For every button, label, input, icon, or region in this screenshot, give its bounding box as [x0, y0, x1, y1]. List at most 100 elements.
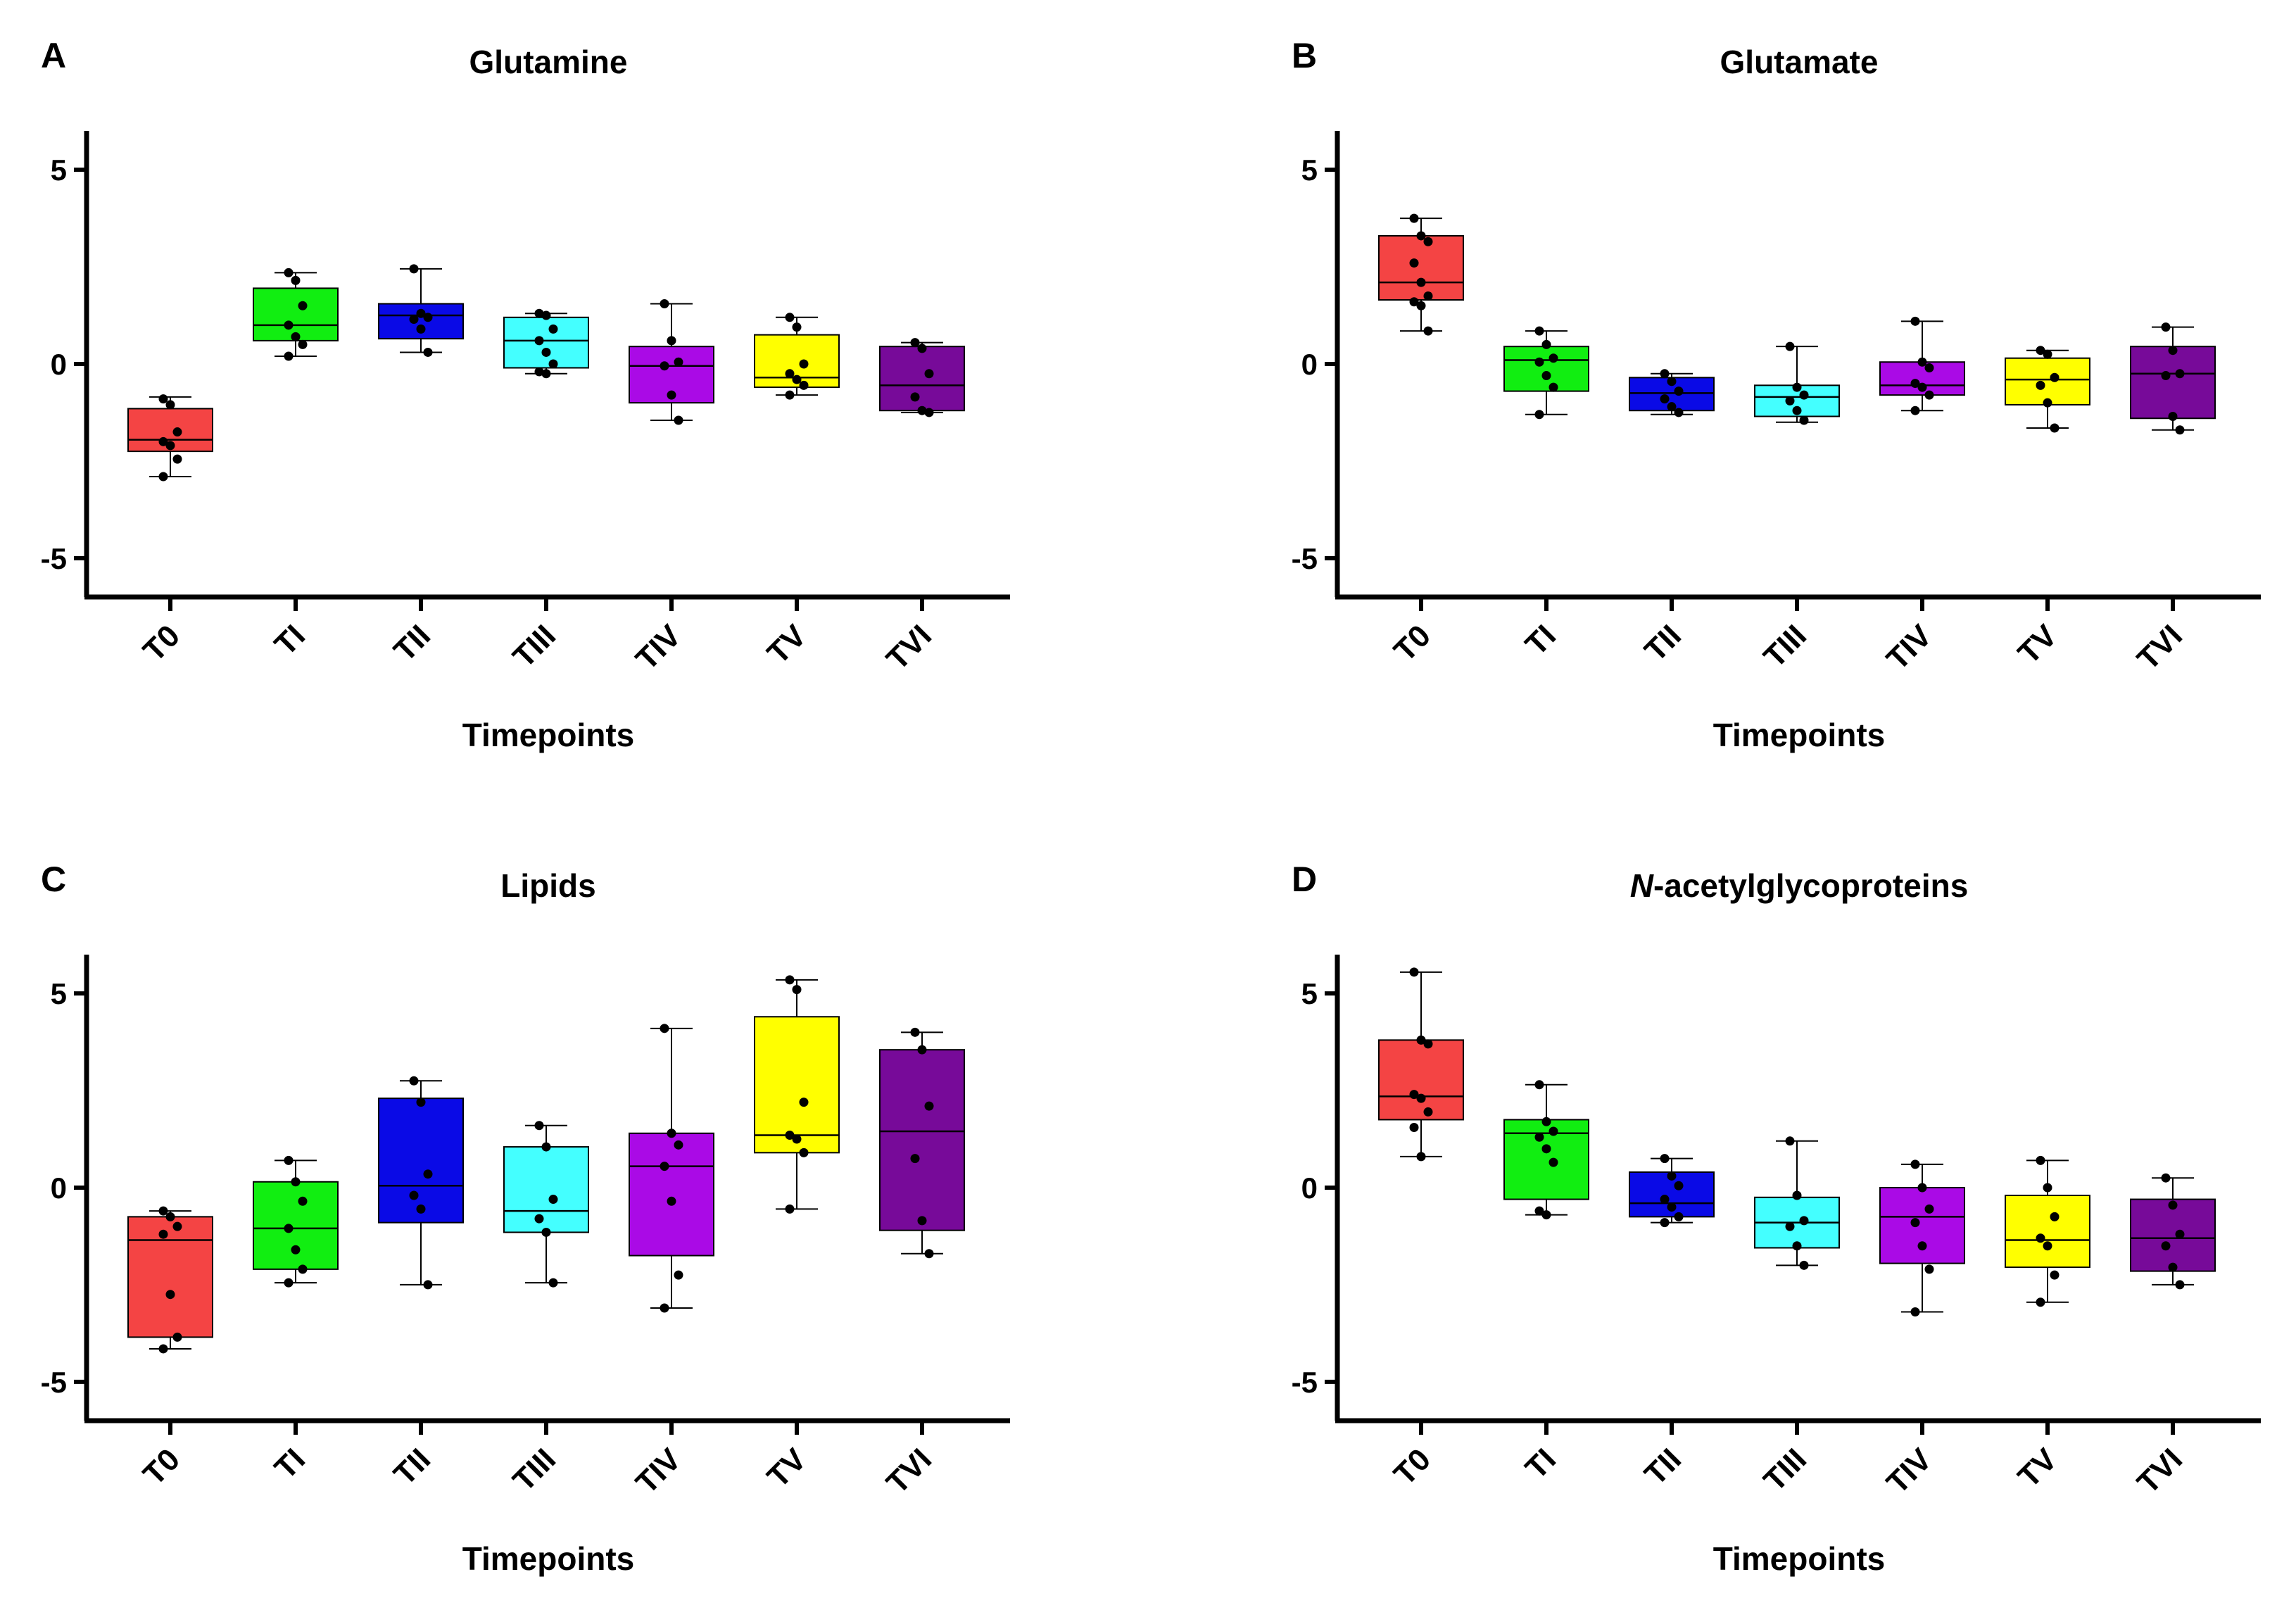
- box-iqr: [1503, 1119, 1589, 1200]
- data-point: [1409, 258, 1419, 268]
- data-point: [2050, 423, 2060, 433]
- data-point: [165, 1212, 175, 1221]
- data-point: [1534, 357, 1544, 367]
- data-point: [1548, 1126, 1558, 1136]
- data-point: [423, 313, 433, 322]
- box-tvi: [2130, 322, 2216, 435]
- data-point: [1785, 396, 1795, 406]
- box-tii: [1629, 369, 1715, 417]
- data-point: [1541, 1117, 1551, 1126]
- data-point: [1409, 1122, 1419, 1132]
- x-tick-label: TIV: [1880, 618, 1939, 677]
- box-tvi: [879, 338, 965, 417]
- data-point: [2175, 1280, 2185, 1290]
- data-point: [158, 472, 168, 482]
- data-point: [1423, 326, 1433, 336]
- data-point: [291, 1177, 301, 1187]
- data-point: [785, 975, 795, 985]
- panel-label: C: [41, 860, 66, 899]
- data-point: [1660, 394, 1670, 404]
- data-point: [158, 436, 168, 446]
- box-iqr: [2005, 1195, 2090, 1269]
- y-tick-label: 0: [51, 348, 67, 381]
- data-point: [1416, 1093, 1426, 1103]
- data-point: [1910, 1218, 1920, 1228]
- box-iqr: [503, 1146, 589, 1233]
- x-tick-label: TVI: [880, 1442, 938, 1500]
- x-tick-label: T0: [1387, 1442, 1437, 1492]
- data-point: [660, 298, 669, 308]
- panel-b: B Glutamate 5 0 -5 T0 TI TII TIII TIV TV TVI Timepoi…: [1292, 36, 2261, 753]
- data-point: [2168, 411, 2178, 421]
- data-point: [1924, 1204, 1934, 1214]
- x-tick-label: TV: [2012, 618, 2064, 671]
- y-tick-label: 5: [1301, 153, 1318, 187]
- box-tiii: [1754, 341, 1840, 425]
- data-point: [792, 375, 802, 384]
- data-point: [416, 324, 426, 334]
- data-point: [2175, 425, 2185, 435]
- data-point: [541, 369, 551, 379]
- data-point: [1917, 382, 1927, 392]
- data-point: [534, 1121, 544, 1131]
- data-point: [1799, 390, 1809, 400]
- data-point: [1416, 1152, 1426, 1162]
- x-tick-label: T0: [137, 618, 187, 668]
- data-point: [674, 1270, 683, 1280]
- x-tick-label: TVI: [2131, 618, 2189, 677]
- box-iqr: [629, 1132, 714, 1257]
- x-tick-label: TV: [761, 1442, 814, 1495]
- data-point: [541, 1142, 551, 1152]
- data-point: [667, 1196, 676, 1206]
- data-point: [924, 369, 934, 379]
- data-point: [298, 339, 308, 349]
- data-point: [1910, 379, 1920, 389]
- data-point: [416, 1204, 426, 1214]
- data-point: [284, 1278, 294, 1288]
- box-tv: [754, 313, 840, 400]
- data-point: [409, 315, 419, 325]
- data-point: [284, 1155, 294, 1165]
- data-point: [534, 336, 544, 346]
- x-tick-label: TIV: [629, 618, 688, 677]
- data-point: [409, 1076, 419, 1086]
- chart-title-italic-prefix: N: [1630, 867, 1654, 904]
- y-tick-label: -5: [1292, 1366, 1318, 1399]
- data-point: [1917, 1183, 1927, 1193]
- data-point: [172, 1221, 182, 1231]
- data-point: [667, 336, 676, 346]
- data-point: [1541, 1144, 1551, 1154]
- data-point: [2043, 1183, 2052, 1193]
- data-point: [534, 308, 544, 318]
- data-point: [1409, 213, 1419, 223]
- box-tv: [2005, 346, 2090, 433]
- x-tick-label: TVI: [880, 618, 938, 677]
- x-tick-label: TVI: [2131, 1442, 2189, 1500]
- data-point: [1541, 1210, 1551, 1220]
- data-point: [1785, 1221, 1795, 1231]
- data-point: [910, 392, 920, 402]
- chart-title-rest: -acetylglycoproteins: [1653, 867, 1968, 904]
- data-point: [1416, 1035, 1426, 1045]
- data-point: [660, 1024, 669, 1033]
- x-axis-label: Timepoints: [462, 1540, 635, 1577]
- x-axis-label: Timepoints: [1713, 1540, 1886, 1577]
- data-point: [1541, 339, 1551, 349]
- data-point: [548, 324, 558, 334]
- data-point: [541, 310, 551, 320]
- data-point: [158, 1344, 168, 1354]
- data-point: [284, 351, 294, 361]
- data-point: [158, 1229, 168, 1239]
- x-tick-label: TII: [387, 618, 437, 668]
- data-point: [2050, 372, 2060, 382]
- y-tick-label: 5: [51, 977, 67, 1010]
- x-tick-label: TIV: [1880, 1442, 1939, 1501]
- data-point: [1667, 377, 1677, 386]
- chart-title: Lipids: [500, 867, 595, 904]
- data-point: [1548, 382, 1558, 392]
- data-point: [674, 357, 683, 367]
- data-point: [1674, 386, 1684, 396]
- box-tii: [1629, 1154, 1715, 1228]
- data-point: [2050, 1270, 2060, 1280]
